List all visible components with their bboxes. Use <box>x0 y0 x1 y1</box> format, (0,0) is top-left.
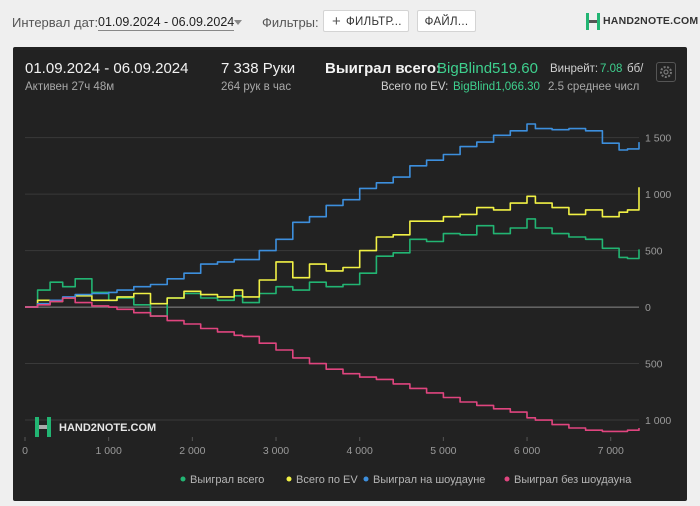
chart-legend: Выиграл всего Всего по EV Выиграл на шоуда… <box>180 474 632 486</box>
date-range: 01.09.2024 - 06.09.2024 <box>25 60 189 77</box>
interval-date-select[interactable]: 01.09.2024 - 06.09.2024 <box>98 15 235 31</box>
chart-watermark <box>35 417 51 437</box>
chevron-down-icon[interactable] <box>234 20 242 25</box>
filter-button[interactable]: + ФИЛЬТР... <box>323 10 409 32</box>
series-line-won_total <box>25 218 640 317</box>
legend-label[interactable]: Выиграл на шоудауне <box>373 474 485 486</box>
hands-count: 7 338 Руки <box>221 60 296 77</box>
ev-value: BigBlind1,066.30 <box>453 81 540 93</box>
active-time: Активен 27ч 48м <box>25 81 115 93</box>
ev-label: Всего по EV: <box>381 81 449 93</box>
x-tick-label: 6 000 <box>514 445 540 457</box>
legend-marker <box>363 476 369 482</box>
x-tick-label: 0 <box>22 445 28 457</box>
settings-button[interactable] <box>656 62 676 82</box>
y-tick-label: 1 000 <box>645 189 671 201</box>
winrate-value: 7.08 <box>600 63 623 75</box>
winrate-label: Винрейт: <box>550 63 599 75</box>
filter-button-label: ФИЛЬТР... <box>346 16 402 28</box>
file-button[interactable]: ФАЙЛ... <box>417 10 476 32</box>
legend-marker <box>286 476 292 482</box>
x-tick-label: 3 000 <box>263 445 289 457</box>
chart-series <box>25 123 640 433</box>
hand2note-logo-icon <box>586 13 600 30</box>
legend-label[interactable]: Выиграл всего <box>190 474 264 486</box>
chart-grid <box>25 137 639 421</box>
x-tick-label: 1 000 <box>96 445 122 457</box>
series-line-showdown <box>25 123 640 308</box>
hands-per-hour: 264 рук в час <box>221 81 292 93</box>
winrate-unit: бб/ <box>627 63 644 75</box>
legend-label[interactable]: Всего по EV <box>296 474 358 486</box>
x-tick-label: 4 000 <box>347 445 373 457</box>
series-line-non_showdown <box>25 297 640 433</box>
filters-label: Фильтры: <box>262 15 319 30</box>
logo-text: HAND2NOTE.COM <box>603 15 699 27</box>
y-tick-label: 1 500 <box>645 133 671 145</box>
x-tick-label: 7 000 <box>598 445 624 457</box>
y-tick-label: 0 <box>645 302 651 314</box>
x-tick-label: 5 000 <box>430 445 456 457</box>
file-button-label: ФАЙЛ... <box>424 16 469 28</box>
legend-marker <box>180 476 186 482</box>
won-total-label: Выиграл всего: <box>325 60 442 77</box>
y-tick-label: 500 <box>645 246 663 258</box>
won-total-value: BigBlind519.60 <box>437 60 538 77</box>
interval-label: Интервал дат: <box>12 15 99 30</box>
plus-icon: + <box>332 13 342 30</box>
x-axis-ticks: 0 1 000 2 000 3 000 4 000 5 000 6 000 7 000 <box>22 437 624 457</box>
x-tick-label: 2 000 <box>179 445 205 457</box>
chart-panel: 01.09.2024 - 06.09.2024 Активен 27ч 48м … <box>13 47 687 501</box>
y-tick-label: 500 <box>645 359 663 371</box>
y-tick-label: 1 000 <box>645 415 671 427</box>
watermark-text: HAND2NOTE.COM <box>59 422 156 434</box>
gear-icon <box>660 66 672 78</box>
series-line-ev <box>25 187 640 308</box>
chart-svg: 1 500 1 000 500 0 500 1 000 0 1 000 2 000 3 000 4… <box>22 123 671 486</box>
legend-label[interactable]: Выиграл без шоудауна <box>514 474 632 486</box>
y-axis-ticks: 1 500 1 000 500 0 500 1 000 <box>645 133 671 427</box>
toolbar: Интервал дат: 01.09.2024 - 06.09.2024 Фи… <box>0 0 700 44</box>
legend-marker <box>504 476 510 482</box>
avg-label: 2.5 среднее числ <box>548 81 640 93</box>
